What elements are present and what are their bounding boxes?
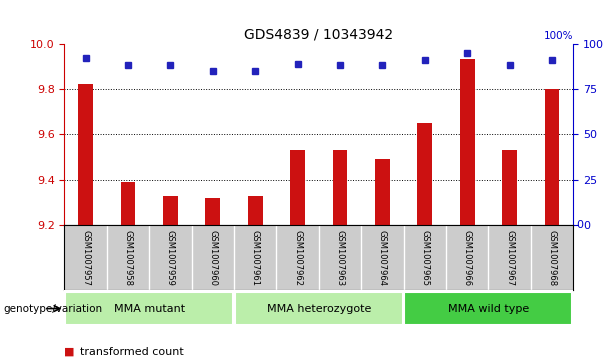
Bar — [405, 292, 573, 325]
Bar — [121, 182, 135, 225]
Text: GSM1007959: GSM1007959 — [166, 230, 175, 286]
Bar — [544, 89, 560, 225]
Title: GDS4839 / 10343942: GDS4839 / 10343942 — [244, 27, 394, 41]
Text: ■: ■ — [64, 347, 75, 357]
Text: GSM1007962: GSM1007962 — [293, 230, 302, 286]
Text: genotype/variation: genotype/variation — [3, 303, 102, 314]
Bar — [375, 159, 390, 225]
Text: GSM1007963: GSM1007963 — [335, 230, 345, 286]
Text: MMA heterozygote: MMA heterozygote — [267, 303, 371, 314]
Bar — [163, 196, 178, 225]
Text: 0: 0 — [576, 220, 583, 230]
Text: GSM1007965: GSM1007965 — [421, 230, 429, 286]
Bar — [332, 150, 348, 225]
Text: GSM1007964: GSM1007964 — [378, 230, 387, 286]
Text: GSM1007967: GSM1007967 — [505, 230, 514, 286]
Bar — [290, 150, 305, 225]
Bar — [78, 84, 93, 225]
Bar — [460, 60, 474, 225]
Text: 100%: 100% — [544, 31, 573, 41]
Text: transformed count: transformed count — [80, 347, 183, 357]
Text: GSM1007960: GSM1007960 — [208, 230, 217, 286]
Text: GSM1007968: GSM1007968 — [547, 230, 557, 286]
Text: MMA mutant: MMA mutant — [113, 303, 185, 314]
Bar — [65, 292, 233, 325]
Text: MMA wild type: MMA wild type — [447, 303, 529, 314]
Bar — [502, 150, 517, 225]
Bar — [205, 198, 220, 225]
Text: GSM1007957: GSM1007957 — [81, 230, 90, 286]
Text: GSM1007966: GSM1007966 — [463, 230, 471, 286]
Bar — [417, 123, 432, 225]
Text: GSM1007958: GSM1007958 — [123, 230, 132, 286]
Bar — [248, 196, 262, 225]
Bar — [235, 292, 403, 325]
Text: GSM1007961: GSM1007961 — [251, 230, 260, 286]
